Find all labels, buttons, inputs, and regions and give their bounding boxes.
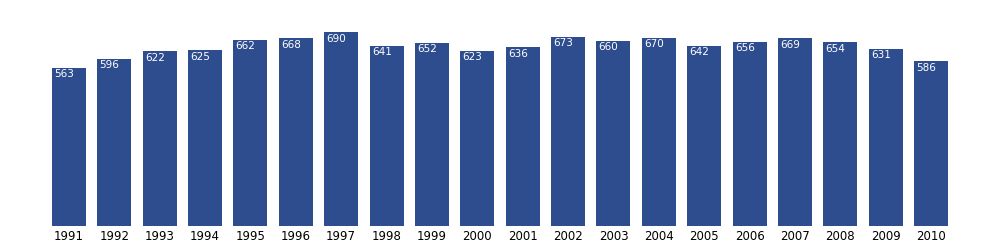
Bar (551, 37, 585, 226)
Bar (52, 68, 86, 226)
Bar (415, 43, 449, 226)
Text: 654: 654 (826, 44, 846, 54)
Text: 631: 631 (871, 50, 891, 60)
Bar (823, 42, 857, 226)
Text: 662: 662 (236, 42, 255, 51)
Text: 652: 652 (417, 44, 437, 54)
Text: 596: 596 (99, 60, 119, 70)
Bar (279, 38, 313, 226)
Bar (506, 47, 540, 226)
Text: 669: 669 (780, 40, 800, 50)
Text: 563: 563 (54, 69, 74, 79)
Text: 586: 586 (916, 63, 936, 73)
Bar (324, 32, 358, 226)
Text: 673: 673 (553, 38, 573, 48)
Bar (143, 51, 177, 226)
Text: 660: 660 (599, 42, 618, 52)
Bar (733, 42, 767, 226)
Text: 656: 656 (735, 43, 755, 53)
Bar (687, 46, 721, 226)
Text: 625: 625 (190, 52, 210, 62)
Text: 668: 668 (281, 40, 301, 50)
Bar (914, 62, 948, 226)
Bar (778, 38, 812, 226)
Bar (596, 41, 630, 226)
Text: 670: 670 (644, 39, 664, 49)
Bar (460, 51, 494, 226)
Text: 690: 690 (326, 34, 346, 43)
Text: 623: 623 (463, 52, 482, 62)
Bar (642, 38, 676, 226)
Bar (370, 46, 404, 226)
Text: 636: 636 (508, 49, 528, 59)
Bar (869, 49, 903, 226)
Text: 622: 622 (145, 53, 165, 63)
Text: 642: 642 (690, 47, 709, 57)
Text: 641: 641 (372, 47, 392, 57)
Bar (97, 58, 131, 226)
Bar (188, 50, 222, 226)
Bar (233, 40, 267, 226)
